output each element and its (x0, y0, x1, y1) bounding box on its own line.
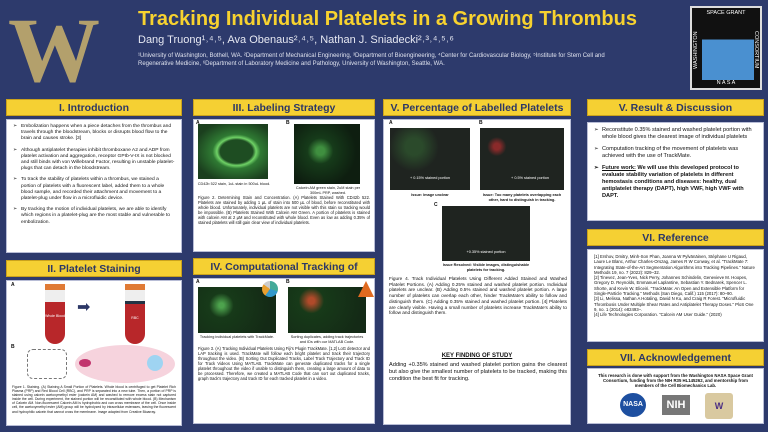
logo-bottom-text: N A S A (716, 80, 736, 86)
ack-panel: This research is done with support from … (587, 368, 764, 424)
reference-item: [3] Li, Melissa, Nathan A Hotaling, Davi… (594, 296, 754, 312)
key-finding-title: KEY FINDING OF STUDY (441, 353, 513, 359)
overlay-b: + 0.5% stained portion (511, 176, 549, 180)
reference-item: [2] Tinevez, Jean-Yves, Nick Perry, Joha… (594, 275, 748, 297)
labeling-panel: A B CD42b 522 stain, 1uL stain in 500uL … (193, 119, 375, 252)
intro-header: I. Introduction (6, 99, 182, 116)
result-header: V. Result & Discussion (587, 99, 764, 116)
label-a: A (11, 282, 15, 288)
authors: Dang Truong¹˒⁴˒⁵, Ava Obenaus²˒⁴˒⁵, Nath… (138, 34, 454, 46)
tracking-panel: A B Tracking individual platelets with T… (193, 278, 375, 424)
reference-header: VI. Reference (587, 229, 764, 246)
image-c: +0.35% stained portion (442, 206, 530, 261)
logo-right-text: CONSORTIUM (753, 31, 759, 69)
tracking-header: IV. Computational Tracking of Platelets (193, 258, 375, 289)
calcein-image (294, 124, 360, 184)
rbc-tube: RBC (125, 284, 145, 344)
staining-header: II. Platelet Staining (6, 260, 182, 277)
calcein-structure (27, 349, 67, 379)
label-b: B (286, 279, 290, 285)
cd42b-image (198, 124, 268, 179)
fluorescence (147, 355, 163, 371)
intro-item: By tracking the motion of individual pla… (13, 207, 175, 226)
cap-a: CD42b 522 stain, 1uL stain in 500uL bloo… (197, 182, 271, 186)
cap-a: Tracking individual platelets with Track… (199, 335, 275, 339)
figure-4-caption: Figure 4. Track Individual Platelets Usi… (389, 276, 567, 316)
uw-logo: W (8, 0, 100, 101)
overlay-a: + 0.15% stained portion (409, 176, 450, 180)
percentage-panel: A + 0.15% stained portion Issue: Image u… (383, 119, 571, 425)
reference-item: [4] Life Technologies Corporation. "Calc… (594, 312, 722, 318)
label-a: A (389, 120, 393, 126)
reference-panel: [1] Ershov, Dmitry, Minh-Son Phan, Joann… (587, 249, 764, 342)
percentage-header: V. Percentage of Labelled Platelets (383, 99, 571, 116)
result-item: Reconstitute 0.35% stained and washed pl… (594, 127, 757, 141)
nih-logo: NIH (662, 395, 690, 415)
image-a: + 0.15% stained portion (390, 128, 470, 190)
cap-b: Issue: Too many platelets overlapping ea… (482, 193, 562, 202)
ack-header: VII. Acknowledgement (587, 349, 764, 366)
reference-item: [1] Ershov, Dmitry, Minh-Son Phan, Joann… (594, 254, 755, 275)
lab-logo: W (705, 393, 733, 419)
key-finding-text: Adding +0.35% stained and washed platele… (389, 362, 567, 382)
label-c: C (434, 202, 438, 208)
cap-b: Sorting duplicates, adding track traject… (290, 335, 364, 344)
intro-panel: Embolization happens when a piece detach… (6, 119, 182, 253)
label-b: B (11, 344, 15, 350)
cap-a: Issue: Image unclear (411, 193, 449, 197)
affiliations: ¹University of Washington, Bothell, WA. … (138, 53, 605, 67)
intro-item: To track the stability of platelets with… (13, 177, 175, 202)
ack-text: This research is done with support from … (598, 373, 753, 389)
matlab-icon (358, 281, 374, 297)
intro-item: Embolization happens when a piece detach… (13, 124, 175, 143)
figure-3-caption: Figure 3. (A) Tracking Individual Platel… (198, 346, 370, 381)
cap-c: Issue Resolved: Visible images, distingu… (442, 263, 530, 272)
labeling-header: III. Labeling Strategy (193, 99, 375, 116)
poster-title: Tracking Individual Platelets in a Growi… (138, 8, 637, 30)
label-a: A (196, 279, 200, 285)
nasa-logo: NASA (620, 393, 646, 417)
trackmate-image (198, 287, 276, 333)
logo-left-text: WASHINGTON (693, 31, 699, 69)
staining-panel: A Whole Blood ➡ RBC B Figure 1. Staining… (6, 280, 182, 426)
figure-1-caption: Figure 1. Staining. (A) Staining A Small… (12, 385, 176, 414)
image-b: + 0.5% stained portion (480, 128, 564, 190)
mountain-graphic (702, 18, 754, 80)
intro-item: Although antiplatelet therapies inhibit … (13, 148, 175, 173)
cell-diagram (75, 345, 175, 383)
future-work-label: Future work: (602, 165, 636, 171)
tube-label: RBC (131, 316, 139, 320)
future-work-text: We will use this developed protocol to e… (602, 165, 744, 199)
label-b: B (479, 120, 483, 126)
logo-top-text: SPACE GRANT (706, 10, 746, 16)
whole-blood-tube: Whole Blood (45, 284, 65, 344)
result-future-work: Future work: We will use this developed … (594, 165, 757, 200)
overlay-c: +0.35% stained portion (466, 250, 506, 254)
figure-2-caption: Figure 2. Determining Stain and Concentr… (198, 195, 370, 225)
cap-b: Calcein AM green stain, 2uM stain per 30… (295, 186, 361, 195)
result-item: Computation tracking of the movement of … (594, 146, 757, 160)
fiji-icon (262, 281, 278, 297)
tube-label: Whole Blood (45, 314, 65, 318)
arrow-right-icon: ➡ (77, 299, 91, 316)
result-panel: Reconstitute 0.35% stained and washed pl… (587, 122, 764, 221)
label-b: B (286, 120, 290, 126)
matlab-tracks-image (288, 287, 366, 333)
esterase (79, 359, 91, 367)
label-a: A (196, 120, 200, 126)
space-grant-logo: SPACE GRANT WASHINGTON CONSORTIUM N A S … (690, 6, 762, 90)
